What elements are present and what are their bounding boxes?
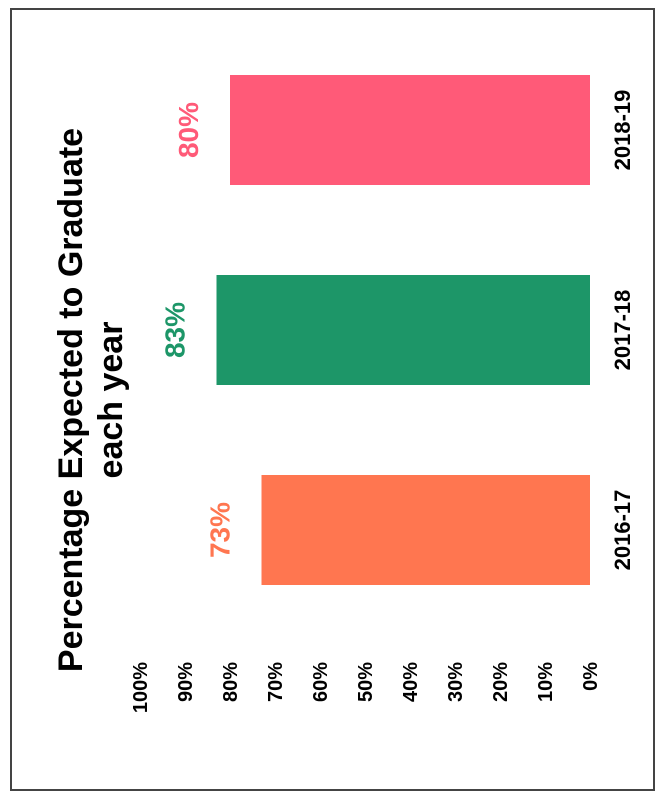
category-labels: 2016-17 2017-18 2018-19 <box>610 90 635 571</box>
y-tick-label: 50% <box>355 662 377 702</box>
y-tick-label: 10% <box>535 662 557 702</box>
category-label: 2017-18 <box>610 290 635 371</box>
data-label: 73% <box>205 502 236 558</box>
chart-frame <box>10 8 655 791</box>
y-tick-label: 100% <box>130 662 152 713</box>
data-label: 83% <box>160 302 191 358</box>
y-axis-ticks: 0% 10% 20% 30% 40% 50% 60% 70% 80% 90% 100% <box>130 662 602 713</box>
category-label: 2018-19 <box>610 90 635 171</box>
chart-title-line-1: Percentage Expected to Graduate <box>52 128 90 672</box>
bar <box>261 475 590 585</box>
y-tick-label: 80% <box>220 662 242 702</box>
data-label: 80% <box>173 102 204 158</box>
category-label: 2016-17 <box>610 490 635 571</box>
data-labels: 73% 83% 80% <box>160 102 236 558</box>
y-tick-label: 30% <box>445 662 467 702</box>
bar <box>230 75 590 185</box>
bar <box>216 275 590 385</box>
y-tick-label: 90% <box>175 662 197 702</box>
y-tick-label: 60% <box>310 662 332 702</box>
chart-title-line-2: each year <box>92 322 130 479</box>
bars <box>216 75 590 585</box>
y-tick-label: 20% <box>490 662 512 702</box>
y-tick-label: 40% <box>400 662 422 702</box>
y-tick-label: 70% <box>265 662 287 702</box>
y-tick-label: 0% <box>580 662 602 691</box>
